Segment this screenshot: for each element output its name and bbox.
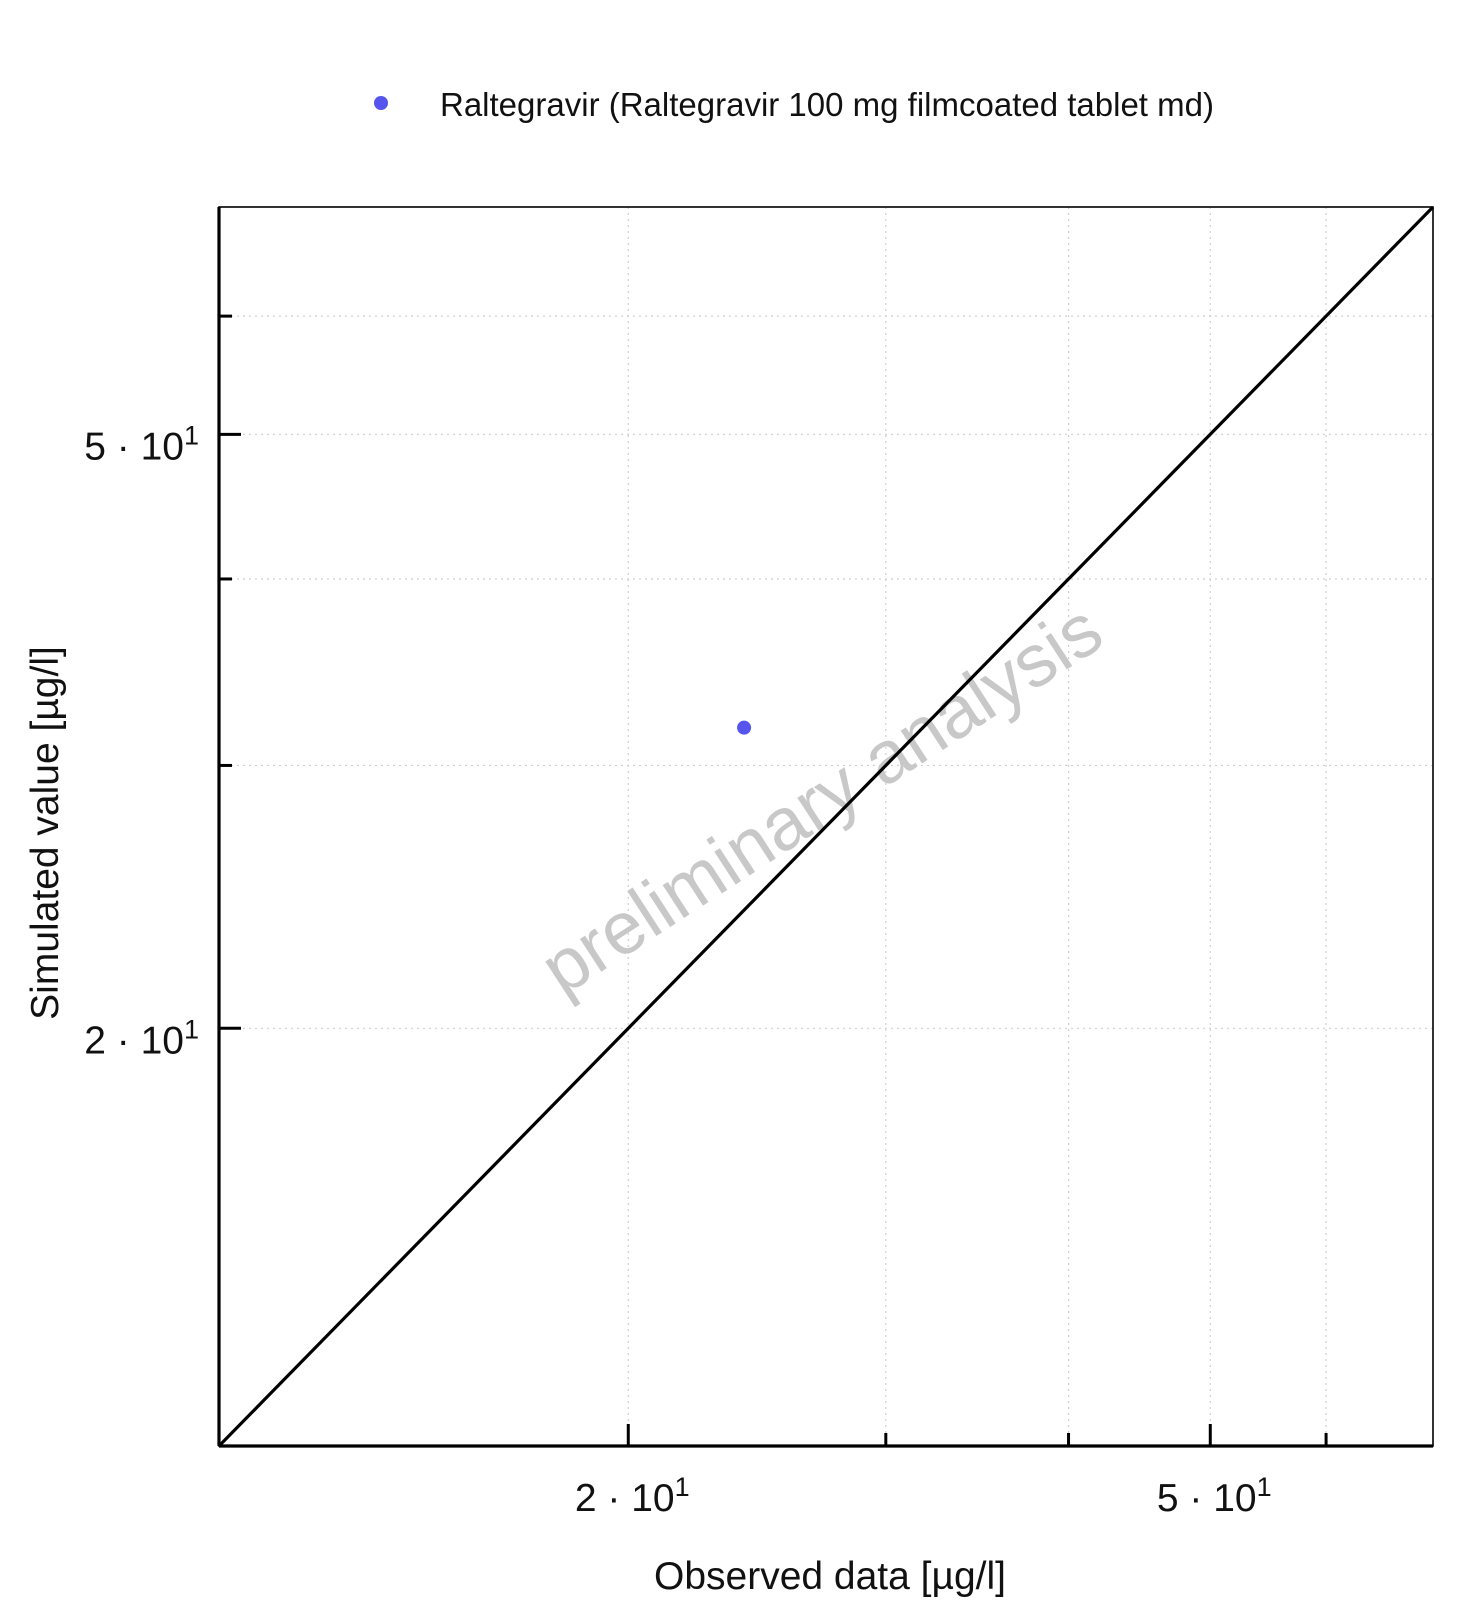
identity-line (217, 205, 1435, 1448)
y-tick-label: 2 · 101 (84, 1014, 199, 1062)
legend: Raltegravir (Raltegravir 100 mg filmcoat… (374, 86, 1214, 123)
x-axis-label: Observed data [µg/l] (654, 1555, 1006, 1598)
grid-lines (219, 207, 1433, 1446)
x-tick-label: 5 · 101 (1157, 1472, 1272, 1520)
identity-line-layer (217, 205, 1435, 1448)
plot-frame (217, 206, 1434, 1448)
x-tick-label: 2 · 101 (575, 1472, 690, 1520)
legend-label: Raltegravir (Raltegravir 100 mg filmcoat… (440, 86, 1214, 123)
y-axis-label: Simulated value [µg/l] (24, 646, 67, 1020)
axis-ticks: 2 · 101 5 · 101 2 · 101 5 · 101 (84, 314, 1328, 1520)
y-tick-label: 5 · 101 (84, 420, 199, 468)
watermark-text: preliminary analysis (526, 587, 1116, 1011)
data-point (737, 720, 752, 735)
watermark-layer: preliminary analysis (526, 587, 1116, 1011)
legend-marker (374, 96, 388, 110)
data-points (737, 720, 752, 735)
